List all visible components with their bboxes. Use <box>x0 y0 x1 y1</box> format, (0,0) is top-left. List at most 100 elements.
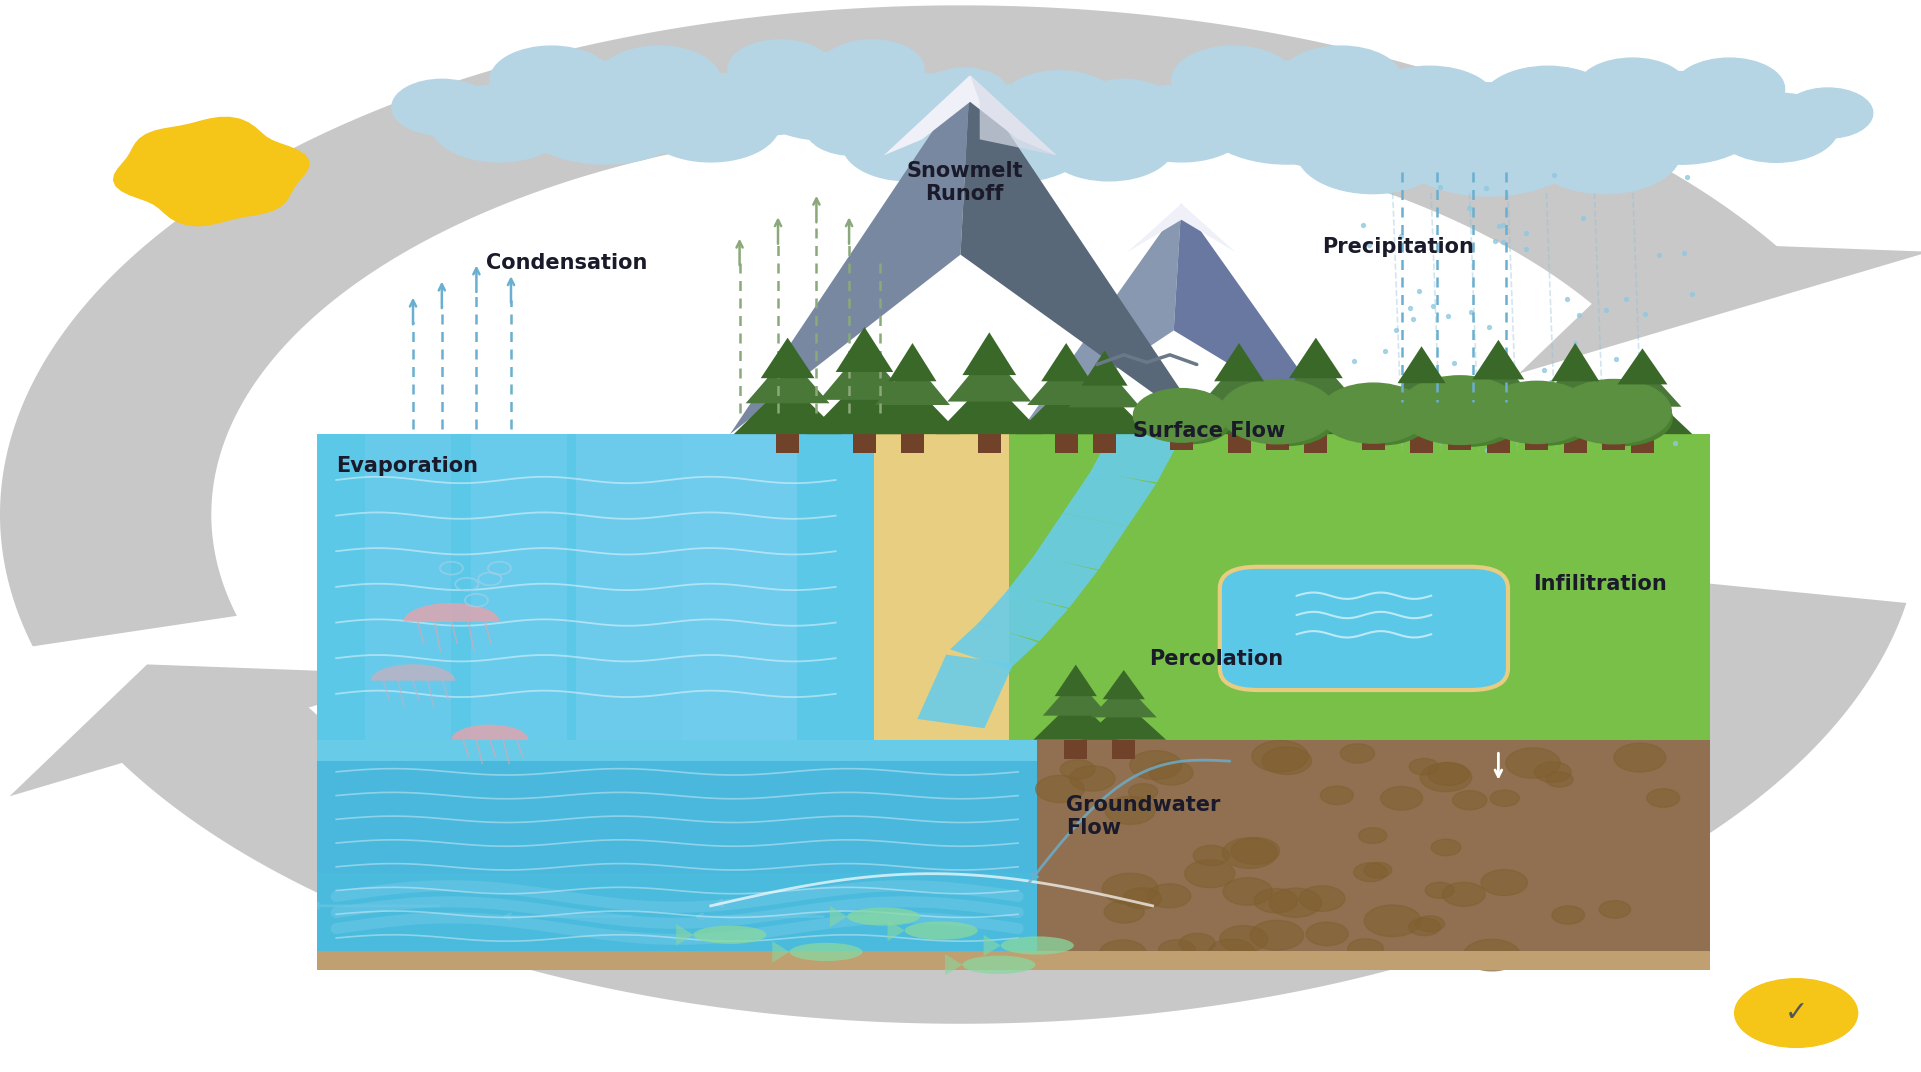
Polygon shape <box>1093 434 1116 453</box>
Polygon shape <box>1091 683 1156 717</box>
Circle shape <box>1124 888 1162 909</box>
Polygon shape <box>1410 434 1433 453</box>
Circle shape <box>747 53 905 140</box>
Circle shape <box>1408 918 1441 936</box>
Circle shape <box>490 46 613 115</box>
Polygon shape <box>1062 471 1156 526</box>
Text: Groundwater
Flow: Groundwater Flow <box>1066 795 1220 838</box>
Circle shape <box>843 107 974 181</box>
Polygon shape <box>970 75 1057 155</box>
Polygon shape <box>1374 386 1470 434</box>
Circle shape <box>1320 786 1354 804</box>
Polygon shape <box>0 5 1808 646</box>
Circle shape <box>1254 889 1299 913</box>
Circle shape <box>1222 838 1277 868</box>
Text: Snowmelt
Runoff: Snowmelt Runoff <box>907 161 1022 204</box>
Polygon shape <box>1037 740 1710 970</box>
Circle shape <box>1158 940 1195 961</box>
Ellipse shape <box>905 921 978 939</box>
Circle shape <box>1220 925 1268 952</box>
Polygon shape <box>1174 204 1345 434</box>
Polygon shape <box>874 359 949 405</box>
Polygon shape <box>317 434 874 740</box>
Polygon shape <box>1274 355 1358 403</box>
Polygon shape <box>1112 740 1135 759</box>
Circle shape <box>1364 862 1391 878</box>
Polygon shape <box>1604 363 1681 406</box>
Circle shape <box>1320 383 1427 443</box>
Polygon shape <box>1362 428 1385 450</box>
Circle shape <box>1297 108 1448 194</box>
FancyBboxPatch shape <box>1220 567 1508 690</box>
Polygon shape <box>888 920 905 941</box>
Polygon shape <box>1103 670 1145 699</box>
Polygon shape <box>682 434 797 740</box>
Ellipse shape <box>693 925 766 943</box>
Circle shape <box>922 69 1007 116</box>
Polygon shape <box>471 434 567 740</box>
Polygon shape <box>918 655 1012 728</box>
Polygon shape <box>1525 428 1548 450</box>
Circle shape <box>1299 885 1345 911</box>
Circle shape <box>1598 900 1631 918</box>
Circle shape <box>1491 790 1520 806</box>
Circle shape <box>1001 71 1118 136</box>
Circle shape <box>1464 939 1520 971</box>
Circle shape <box>1614 743 1666 772</box>
Circle shape <box>1577 58 1689 120</box>
Circle shape <box>1364 905 1422 937</box>
Polygon shape <box>830 906 847 927</box>
Polygon shape <box>807 375 922 434</box>
Polygon shape <box>1028 359 1105 405</box>
Polygon shape <box>1033 699 1118 740</box>
Circle shape <box>1552 906 1585 924</box>
Text: ✓: ✓ <box>1785 999 1808 1027</box>
Polygon shape <box>1564 434 1587 453</box>
Circle shape <box>1354 863 1387 881</box>
Circle shape <box>1556 379 1671 444</box>
Polygon shape <box>1016 384 1116 434</box>
Circle shape <box>1262 747 1312 774</box>
Circle shape <box>1185 860 1235 888</box>
Circle shape <box>920 85 1097 183</box>
Polygon shape <box>1383 362 1460 406</box>
Circle shape <box>1074 79 1174 135</box>
Polygon shape <box>745 355 830 403</box>
Polygon shape <box>984 935 1001 956</box>
Circle shape <box>728 40 832 99</box>
Polygon shape <box>1005 555 1099 608</box>
Circle shape <box>1270 888 1322 918</box>
Polygon shape <box>317 740 1037 970</box>
Polygon shape <box>113 117 309 226</box>
Ellipse shape <box>962 956 1035 973</box>
Circle shape <box>1398 376 1521 445</box>
Polygon shape <box>1593 387 1692 434</box>
Circle shape <box>1254 103 1364 164</box>
Polygon shape <box>1043 679 1108 716</box>
Polygon shape <box>1447 383 1550 434</box>
Polygon shape <box>1058 388 1151 434</box>
Circle shape <box>1105 900 1145 923</box>
Polygon shape <box>1201 359 1277 405</box>
Polygon shape <box>1289 338 1343 378</box>
Text: Precipitation: Precipitation <box>1322 237 1473 256</box>
Text: Evaporation: Evaporation <box>336 457 478 476</box>
Polygon shape <box>936 378 1043 434</box>
Polygon shape <box>113 582 1906 1024</box>
Circle shape <box>1220 379 1335 444</box>
Circle shape <box>1252 741 1308 772</box>
Polygon shape <box>1018 204 1181 434</box>
Polygon shape <box>1527 384 1623 434</box>
Circle shape <box>642 85 780 162</box>
Circle shape <box>1714 93 1838 162</box>
Circle shape <box>1420 763 1471 791</box>
Circle shape <box>1598 72 1763 164</box>
Polygon shape <box>1189 384 1289 434</box>
Polygon shape <box>734 382 841 434</box>
Circle shape <box>1783 88 1873 138</box>
Circle shape <box>1060 760 1095 779</box>
Polygon shape <box>1128 204 1235 252</box>
Text: Percolation: Percolation <box>1149 650 1283 669</box>
Circle shape <box>1070 765 1114 791</box>
Circle shape <box>1546 772 1573 787</box>
